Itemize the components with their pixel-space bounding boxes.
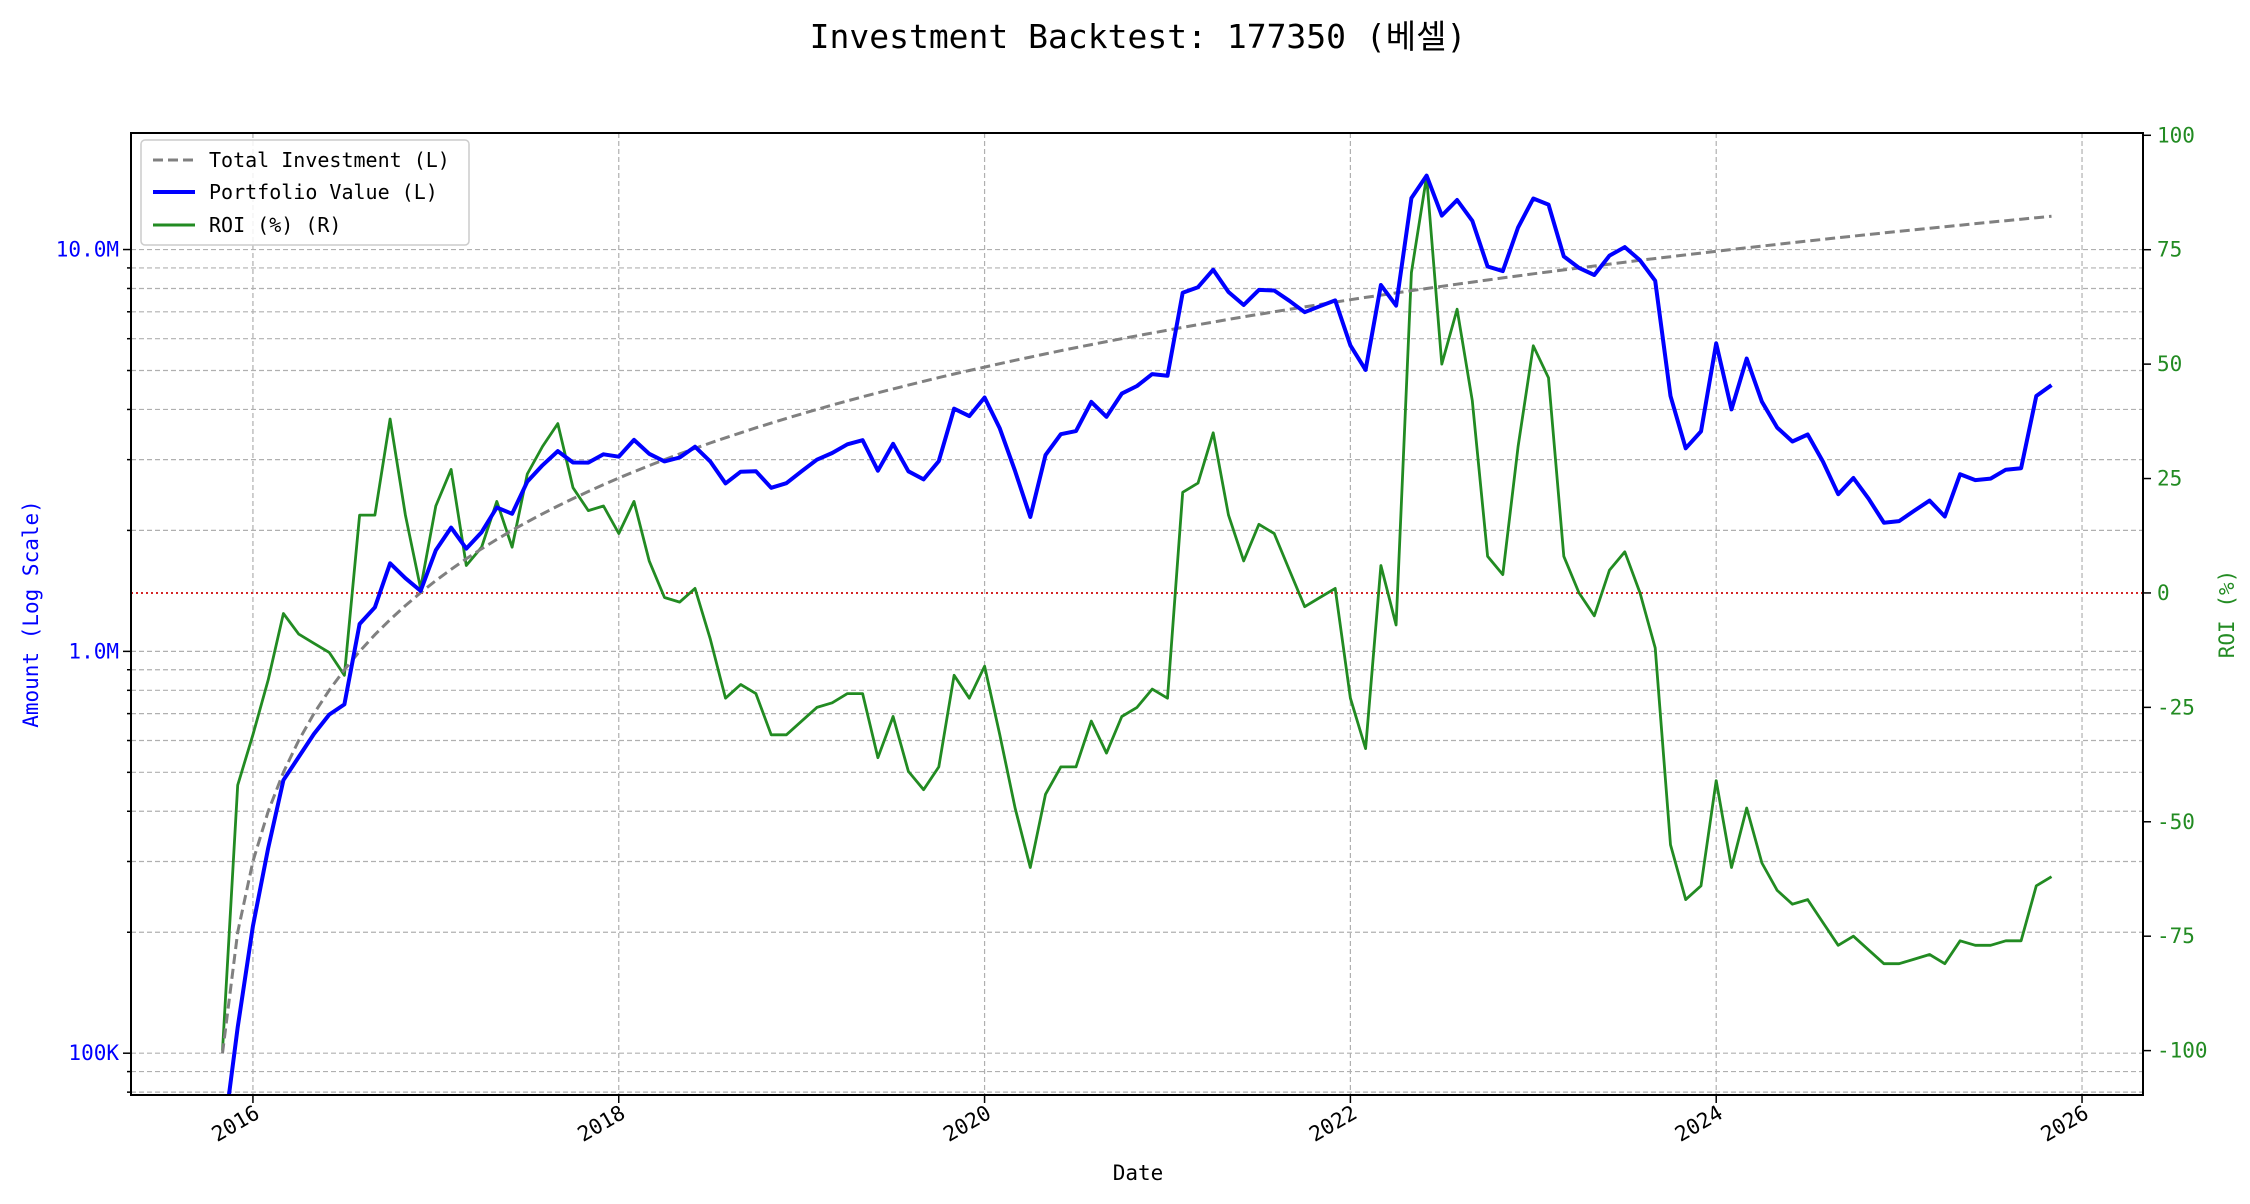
right-tick-label: 25 bbox=[2157, 467, 2182, 491]
legend-box bbox=[140, 139, 470, 246]
legend-label-roi: ROI (%) (R) bbox=[209, 213, 341, 237]
series-line-total-investment-l bbox=[221, 214, 2052, 1054]
right-tick-label: 0 bbox=[2157, 581, 2170, 605]
left-y-axis-label: Amount (Log Scale) bbox=[19, 500, 43, 728]
x-axis: 2016 2018 2020 2022 2024 2026 bbox=[208, 1095, 2093, 1147]
right-y-axis: -100 -75 -50 -25 0 25 50 75 100 bbox=[2143, 123, 2208, 1063]
series-lines bbox=[221, 173, 2053, 1095]
right-tick-label: -25 bbox=[2157, 695, 2195, 719]
right-tick-label: 100 bbox=[2157, 123, 2195, 147]
chart-title: Investment Backtest: 177350 (베셀) bbox=[810, 17, 1467, 56]
x-tick-label: 2024 bbox=[1671, 1101, 1727, 1147]
legend: Total Investment (L) Portfolio Value (L)… bbox=[140, 139, 470, 246]
legend-label-portfolio-value: Portfolio Value (L) bbox=[209, 180, 438, 204]
grid bbox=[123, 133, 2143, 1095]
right-y-axis-label: ROI (%) bbox=[2215, 570, 2239, 659]
plot-frame bbox=[130, 132, 2144, 1096]
legend-label-total-investment: Total Investment (L) bbox=[209, 148, 450, 172]
left-y-axis: 100K 1.0M 10.0M bbox=[56, 238, 120, 1066]
series-line-portfolio-value-l bbox=[226, 173, 2053, 1095]
series-line-roi-r bbox=[221, 175, 2053, 1051]
right-tick-label: 50 bbox=[2157, 352, 2182, 376]
right-tick-label: 75 bbox=[2157, 238, 2182, 262]
x-tick-label: 2026 bbox=[2037, 1101, 2093, 1147]
left-tick-label: 10.0M bbox=[56, 238, 119, 262]
right-tick-label: -100 bbox=[2157, 1039, 2208, 1063]
x-tick-label: 2020 bbox=[939, 1101, 995, 1147]
left-tick-label: 100K bbox=[68, 1041, 119, 1065]
right-tick-label: -50 bbox=[2157, 810, 2195, 834]
x-tick-label: 2022 bbox=[1305, 1101, 1361, 1147]
x-axis-label: Date bbox=[1113, 1161, 1164, 1185]
right-tick-label: -75 bbox=[2157, 924, 2195, 948]
x-tick-label: 2016 bbox=[208, 1101, 264, 1147]
x-tick-label: 2018 bbox=[573, 1101, 629, 1147]
left-tick-label: 1.0M bbox=[68, 639, 119, 663]
